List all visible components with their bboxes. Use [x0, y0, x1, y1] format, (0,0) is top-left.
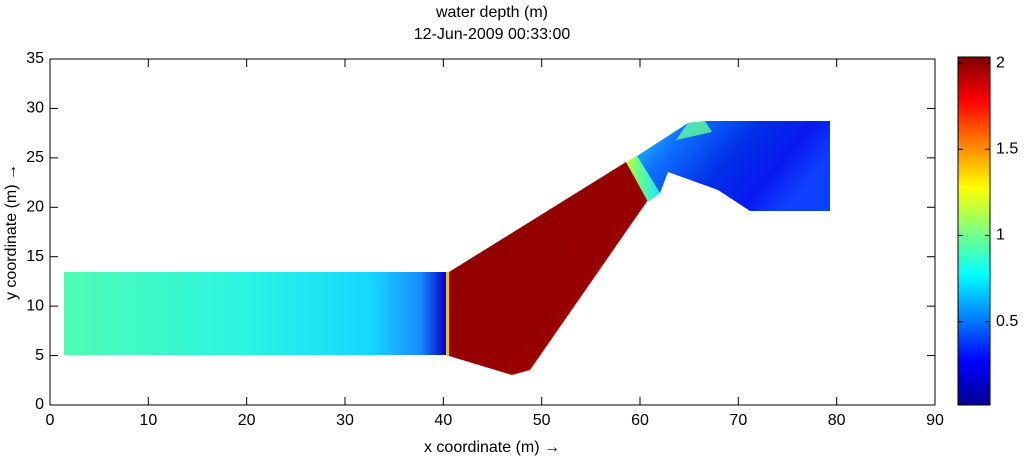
- upper-region: [637, 121, 830, 211]
- x-tick-label: 70: [729, 412, 747, 429]
- deep-region: [449, 162, 648, 375]
- y-tick-label: 35: [26, 50, 44, 67]
- y-tick-label: 25: [26, 149, 44, 166]
- colorbar-tick-label: 1.5: [996, 140, 1018, 157]
- y-tick-label: 10: [26, 297, 44, 314]
- y-tick-label: 5: [35, 347, 44, 364]
- y-tick-label: 20: [26, 199, 44, 216]
- channel-region: [64, 272, 447, 355]
- depth-field: [64, 121, 830, 375]
- x-tick-label: 30: [336, 412, 354, 429]
- x-tick-label: 60: [631, 412, 649, 429]
- axes-box: [49, 58, 936, 406]
- y-tick-label: 15: [26, 248, 44, 265]
- x-tick-label: 40: [434, 412, 452, 429]
- y-tick-label: 0: [35, 396, 44, 413]
- colorbar-tick-label: 2: [996, 54, 1005, 71]
- x-tick-label: 90: [926, 412, 944, 429]
- chart-subtitle: 12-Jun-2009 00:33:00: [414, 26, 571, 43]
- x-tick-label: 50: [533, 412, 551, 429]
- x-axis-label: x coordinate (m) →: [424, 439, 560, 456]
- colorbar-tick-label: 0.5: [996, 313, 1018, 330]
- colorbar-tick-label: 1: [996, 227, 1005, 244]
- x-tick-label: 20: [238, 412, 256, 429]
- y-axis-label: y coordinate (m) →: [3, 164, 20, 300]
- x-tick-label: 10: [139, 412, 157, 429]
- x-tick-label: 0: [46, 412, 55, 429]
- jump-edge: [446, 272, 449, 356]
- colorbar: [957, 56, 991, 406]
- chart-title: water depth (m): [435, 4, 548, 21]
- y-tick-label: 30: [26, 100, 44, 117]
- transition-region: [626, 156, 660, 202]
- upper-edge: [676, 121, 712, 140]
- x-tick-label: 80: [828, 412, 846, 429]
